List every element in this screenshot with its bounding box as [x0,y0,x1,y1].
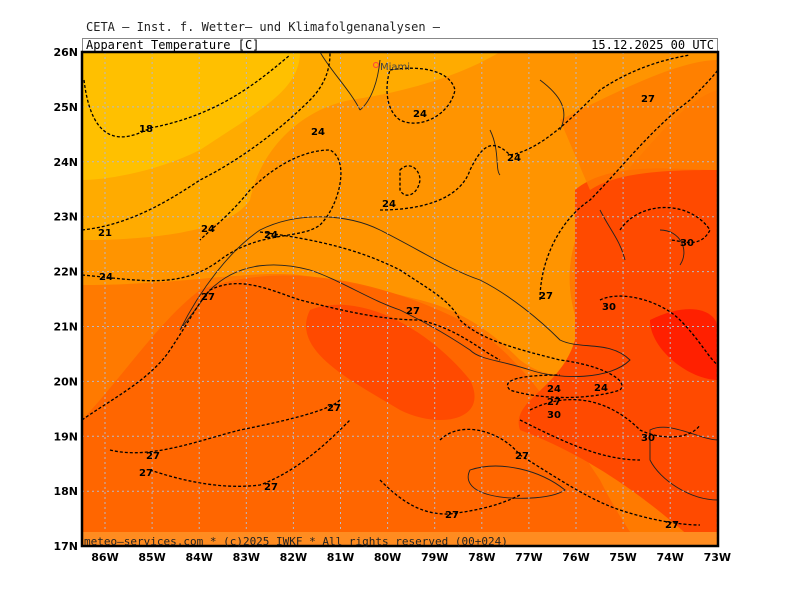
contour-label: 24 [201,224,215,235]
contour-30-east [599,206,718,366]
field-30-east [518,168,718,546]
parameter-label: Apparent_Temperature_[C] [86,38,260,52]
city-label-miami: Miami [380,62,410,73]
lon-tick-label: 77W [515,551,542,564]
copyright-footer: meteo—services.com * (c)2025 IWKF * All … [84,535,508,548]
lat-tick-label: 22N [53,266,78,279]
contour-27-bottom [379,479,521,515]
lon-tick-label: 80W [374,551,401,564]
contour-24-north [386,67,456,124]
lat-tick-label: 20N [53,375,78,388]
contour-24-west [82,149,342,282]
contour-21 [82,52,331,231]
contour-label: 27 [547,397,561,408]
lon-tick-label: 75W [609,551,636,564]
lon-tick-label: 79W [421,551,448,564]
contour-label: 24 [594,383,608,394]
city-marker-icon [373,62,379,68]
contour-label: 27 [146,451,160,462]
grid-lines [82,52,718,546]
contour-27-caribbean [439,428,701,526]
lon-tick-label: 73W [704,551,731,564]
lon-tick-label: 86W [91,551,118,564]
lon-tick-label: 82W [280,551,307,564]
contour-label: 27 [445,510,459,521]
contour-label: 24 [99,272,113,283]
field-18-21 [82,52,300,180]
contour-30-south [519,398,701,461]
lat-tick-label: 19N [53,430,78,443]
lon-tick-label: 74W [656,551,683,564]
contour-label: 24 [413,109,427,120]
contour-label: 30 [641,433,655,444]
contour-label: 21 [98,228,112,239]
lat-tick-label: 18N [53,485,78,498]
contour-label: 27 [406,306,420,317]
contour-label: 24 [311,127,325,138]
contour-labels: 18 21 24 24 24 24 24 24 24 27 27 27 27 3… [98,94,694,531]
field-27-28 [82,275,640,546]
longitude-axis: 86W 85W 84W 83W 82W 81W 80W 79W 78W 77W 76W 75W 74W 7… [91,551,731,564]
contour-label: 30 [680,238,694,249]
contour-27-west [82,283,501,421]
contour-24-ring [399,165,421,196]
lat-tick-label: 25N [53,101,78,114]
lat-tick-label: 24N [53,156,78,169]
lon-tick-label: 78W [468,551,495,564]
contour-label: 24 [547,384,561,395]
contour-label: 27 [665,520,679,531]
lat-tick-label: 23N [53,211,78,224]
coast-bahamas [539,79,685,266]
temperature-field [82,52,718,546]
contour-27-east [539,69,718,301]
latitude-axis: 26N 25N 24N 23N 22N 21N 20N 19N 18N 17N [53,46,78,553]
contour-27-south [109,399,351,487]
contour-label: 27 [139,468,153,479]
contour-label: 27 [515,451,529,462]
coast-cuba [179,216,631,377]
contour-label: 27 [641,94,655,105]
lon-tick-label: 84W [185,551,212,564]
institute-title: CETA — Inst. f. Wetter— und Klimafolgena… [86,20,441,34]
lon-tick-label: 85W [138,551,165,564]
lat-tick-label: 26N [53,46,78,59]
lat-tick-label: 17N [53,540,78,553]
contour-label: 18 [139,124,153,135]
lat-tick-label: 21N [53,321,78,334]
contour-24-mid [379,54,691,211]
contour-label: 30 [547,410,561,421]
field-north-warm [560,60,718,190]
contour-label: 24 [264,230,278,241]
contours [82,52,718,526]
contour-label: 27 [539,291,553,302]
valid-time: 15.12.2025 00 UTC [591,38,714,52]
contour-label: 27 [327,403,341,414]
lon-tick-label: 81W [327,551,354,564]
field-28-30 [306,304,475,420]
lon-tick-label: 83W [233,551,260,564]
contour-label: 27 [201,292,215,303]
coastlines [179,52,718,501]
contour-label: 24 [507,153,521,164]
map-frame [80,50,720,548]
contour-label: 27 [264,482,278,493]
footer-band [82,532,718,546]
contour-label: 24 [382,199,396,210]
contour-label: 30 [602,302,616,313]
contour-18 [83,54,291,138]
contour-24-cuba [259,231,623,399]
coast-jamaica [467,465,566,499]
lon-tick-label: 76W [562,551,589,564]
